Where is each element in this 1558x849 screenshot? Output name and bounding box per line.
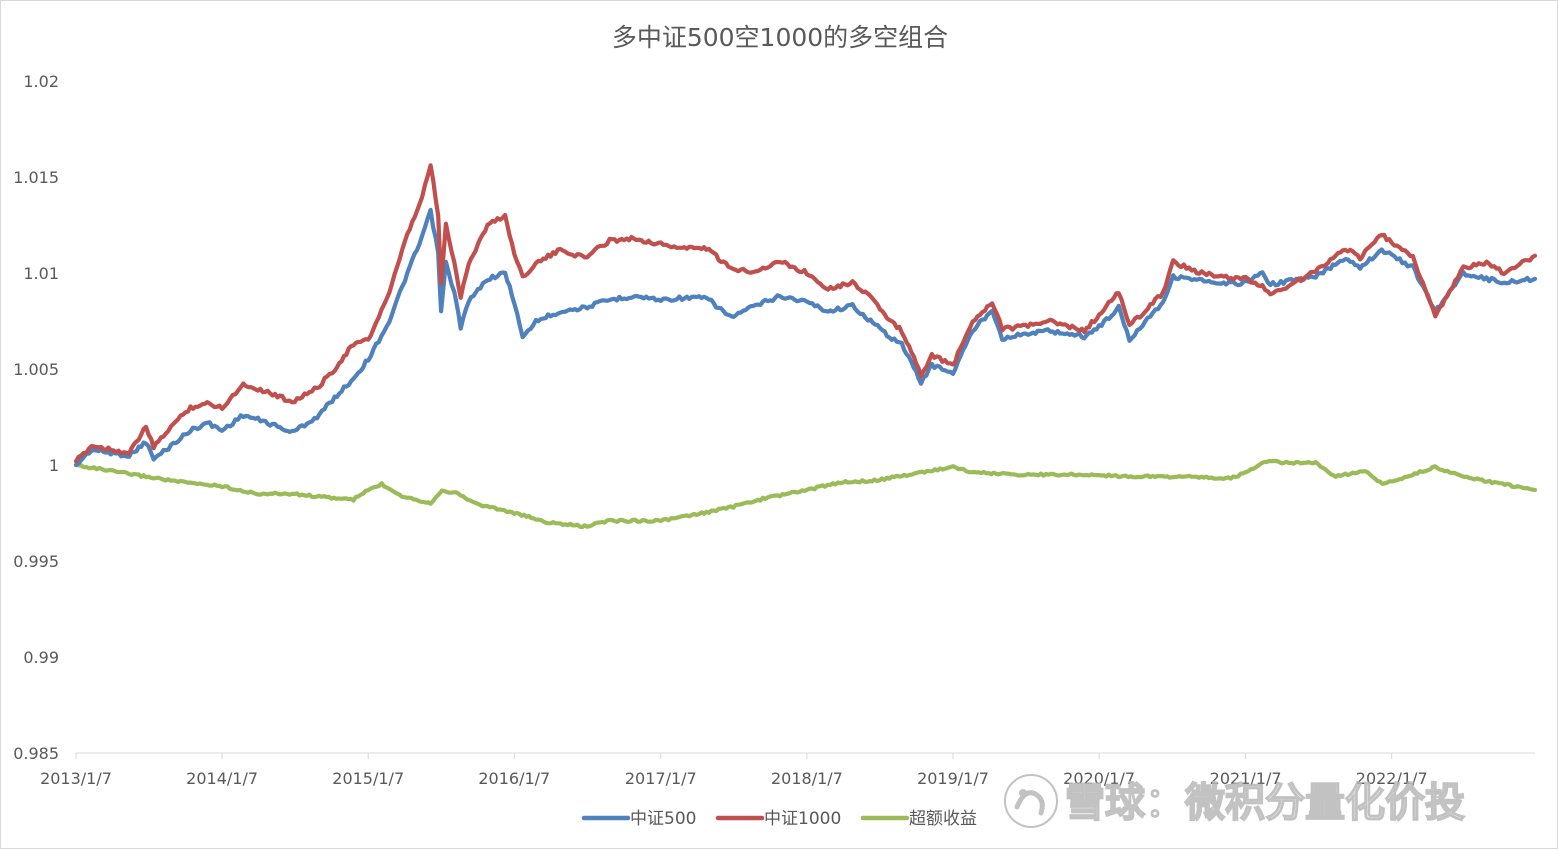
y-tick-label: 1.02 [23,72,59,91]
y-tick-label: 0.995 [13,552,59,571]
watermark-text: 雪球：微积分量化价投 [1065,780,1465,826]
series-line-1 [73,163,1538,464]
watermark: 雪球：微积分量化价投 [1004,774,1466,828]
x-tick-label: 2013/1/7 [40,769,112,788]
y-tick-label: 1.015 [13,168,59,187]
series-line-0 [73,207,1538,468]
series-line-2 [73,458,1538,530]
series-layer [73,163,1538,530]
y-tick-label: 1.01 [23,264,59,283]
legend-label-2: 超额收益 [909,809,977,829]
y-tick-label: 1.005 [13,360,59,379]
x-tick-label: 2022/1/7 [1356,769,1428,788]
x-tick-label: 2021/1/7 [1210,769,1282,788]
legend-label-1: 中证1000 [764,809,841,829]
y-axis: 1.02 1.015 1.01 1.005 1 0.995 0.99 0.985 [13,72,59,763]
y-tick-label: 0.99 [23,648,59,667]
y-tick-label: 0.985 [13,744,59,763]
legend: 中证500 中证1000 超额收益 [581,809,977,829]
x-tick-label: 2017/1/7 [625,769,697,788]
x-tick-label: 2015/1/7 [332,769,404,788]
x-tick-label: 2014/1/7 [186,769,258,788]
x-tick-label: 2020/1/7 [1063,769,1135,788]
x-tick-label: 2016/1/7 [478,769,550,788]
x-tick-label: 2019/1/7 [917,769,989,788]
legend-label-0: 中证500 [630,809,696,829]
x-tick-label: 2018/1/7 [771,769,843,788]
snowball-logo-icon [1004,774,1058,828]
y-tick-label: 1 [49,456,59,475]
x-axis: 2013/1/7 2014/1/7 2015/1/7 2016/1/7 2017/1/7… [40,752,1535,788]
chart-title: 多中证500空1000的多空组合 [612,23,948,52]
